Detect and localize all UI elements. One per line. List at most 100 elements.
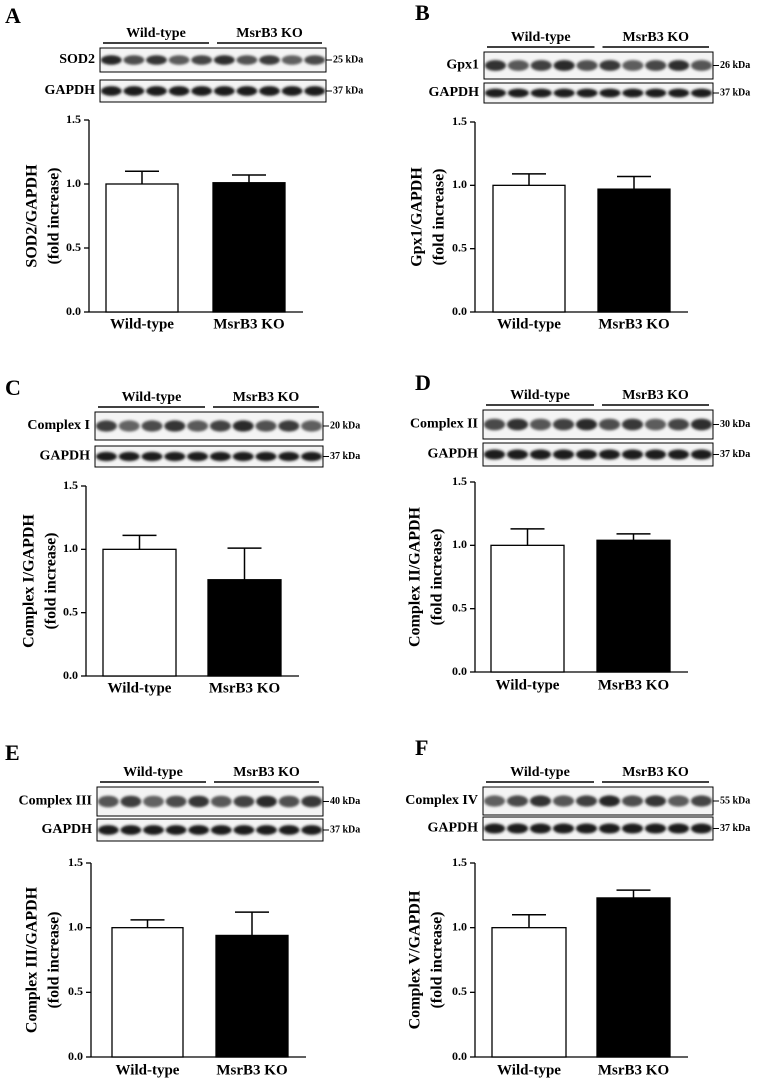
blot-band [621,795,644,807]
y-axis-label: Gpx1/GAPDH [409,167,426,267]
blot-band [210,825,232,835]
blot-band [143,795,164,808]
blot-band [97,825,119,835]
y-tick-label: 0.5 [63,604,78,618]
blot-band [690,449,713,460]
panel-label: A [5,3,21,28]
blot-band [598,795,621,807]
bar [111,927,184,1058]
blot-band [690,418,713,431]
blot-band [259,55,280,65]
y-tick-label: 0.0 [66,304,81,318]
blot-band [255,420,277,432]
blot-band [507,88,529,98]
blot-band [209,420,231,432]
blot-band [301,825,323,835]
blot-band [209,451,231,462]
blot-band [529,449,552,460]
bar [491,927,567,1058]
blot-band [552,823,575,834]
y-tick-label: 1.0 [452,537,467,551]
y-tick-label: 0.5 [66,240,81,254]
size-label: 30 kDa [720,419,750,430]
blot-band [576,60,598,71]
blot-band [552,449,575,460]
blot-band [123,55,145,65]
x-tick-label: Wild-type [110,316,174,332]
blot-band [576,88,598,98]
panel-label: B [415,0,430,25]
blot-band [259,86,280,96]
x-tick-label: Wild-type [108,680,172,696]
blot-band [187,420,209,432]
group-label: MsrB3 KO [236,26,303,41]
bar [215,934,289,1058]
blot-band [281,86,303,96]
group-label: MsrB3 KO [622,765,689,780]
blot-band [281,55,303,65]
blot-band [120,825,142,835]
protein-label: GAPDH [428,85,479,100]
size-label: 37 kDa [330,824,360,835]
blot-band [575,418,598,431]
blot-band [95,451,117,462]
blot-band [278,451,300,462]
blot-band [668,60,690,71]
blot-band [529,418,552,431]
blot-band [213,86,235,96]
y-tick-label: 0.0 [452,1049,467,1063]
bar [490,544,565,673]
y-axis-label: Complex II/GAPDH [407,506,424,647]
blot-band [188,795,210,808]
y-tick-label: 1.5 [68,855,83,869]
blot-band [575,449,598,460]
blot-band [120,795,142,808]
y-axis-label: Complex I/GAPDH [21,514,38,648]
bar [596,539,671,673]
blot-band [530,60,552,71]
blot-band [232,420,254,432]
x-tick-label: MsrB3 KO [213,316,284,332]
blot-band [146,55,167,65]
protein-label: Gpx1 [446,58,479,73]
blot-band [168,55,190,65]
blot-band [256,825,277,835]
size-label: 37 kDa [720,87,750,98]
y-tick-label: 0.0 [452,304,467,318]
y-axis-label: (fold increase) [431,168,448,265]
y-tick-label: 1.5 [63,478,78,492]
blot-band [621,418,644,431]
blot-band [304,86,326,96]
y-tick-label: 1.0 [66,176,81,190]
blot-band [622,88,644,98]
blot-band [233,795,255,808]
blot-band [644,795,667,807]
x-tick-label: MsrB3 KO [209,680,280,696]
blot-band [529,795,552,807]
blot-band [233,825,255,835]
blot-band [143,825,164,835]
protein-label: GAPDH [41,822,92,837]
blot-band [118,420,140,432]
blot-band [529,823,552,834]
bar [105,183,179,313]
blot-band [123,86,145,96]
protein-label: Complex III [18,794,92,809]
blot-band [301,451,323,462]
y-tick-label: 1.0 [68,919,83,933]
blot-band [645,88,667,98]
group-label: Wild-type [123,765,183,780]
y-axis-label: SOD2/GAPDH [24,164,41,268]
blot-band [483,418,506,431]
blot-band [191,86,213,96]
blot-band [644,449,667,460]
y-axis-label: Complex III/GAPDH [24,886,41,1033]
blot-band [483,795,506,807]
blot-band [622,60,644,71]
blot-band [164,420,186,432]
blot-band [575,795,598,807]
size-label: 25 kDa [333,54,363,65]
size-label: 40 kDa [330,796,360,807]
blot-band [95,420,117,432]
